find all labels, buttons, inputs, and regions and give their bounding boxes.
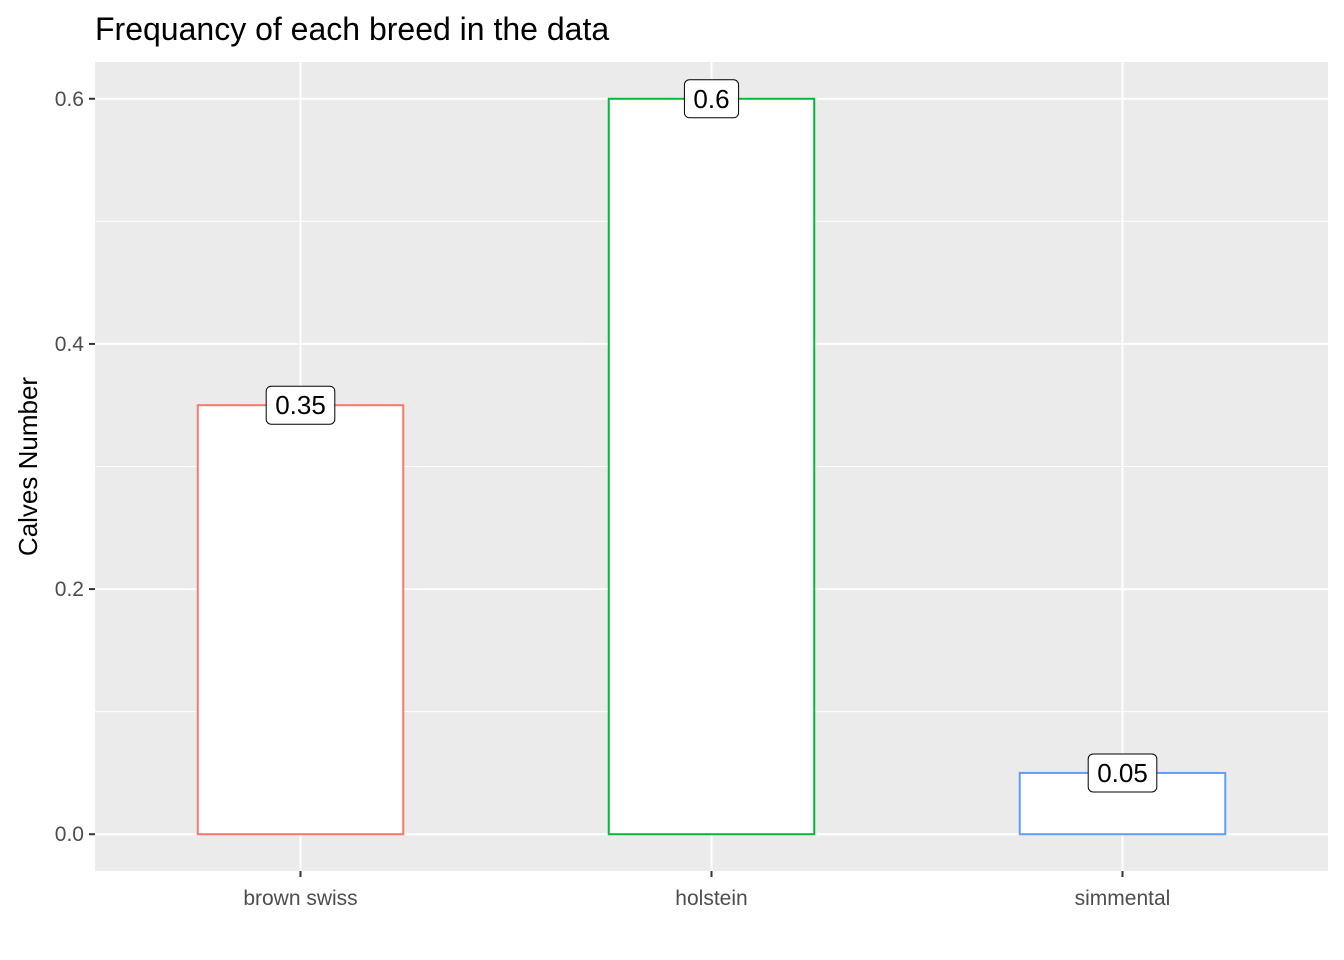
chart-title: Frequancy of each breed in the data (95, 11, 609, 47)
data-label-box (1087, 753, 1158, 793)
y-axis-label: Calves Number (13, 377, 43, 557)
y-tick-label: 0.2 (55, 578, 84, 601)
data-label-brown-swiss: 0.35 (265, 385, 336, 425)
y-tick-label: 0.6 (55, 88, 84, 111)
data-label-box (265, 385, 336, 425)
y-axis: 0.0 0.2 0.4 0.6 (55, 88, 95, 846)
bar-holstein (607, 97, 816, 836)
bar-brown-swiss (196, 404, 405, 836)
y-tick-label: 0.4 (55, 333, 85, 356)
data-label-simmental: 0.05 (1087, 753, 1158, 793)
data-labels: 0.35 0.6 0.05 (265, 79, 1158, 793)
data-label-text: 0.6 (693, 84, 729, 114)
x-axis: brown swiss holstein simmental (243, 871, 1170, 910)
data-label-text: 0.05 (1097, 758, 1148, 788)
y-tick-label: 0.0 (55, 823, 84, 846)
x-tick-label: brown swiss (243, 887, 357, 910)
data-label-holstein: 0.6 (683, 79, 740, 119)
x-tick-label: holstein (675, 887, 747, 910)
data-label-text: 0.35 (275, 390, 326, 420)
x-tick-label: simmental (1075, 887, 1171, 910)
data-label-box (683, 79, 740, 119)
